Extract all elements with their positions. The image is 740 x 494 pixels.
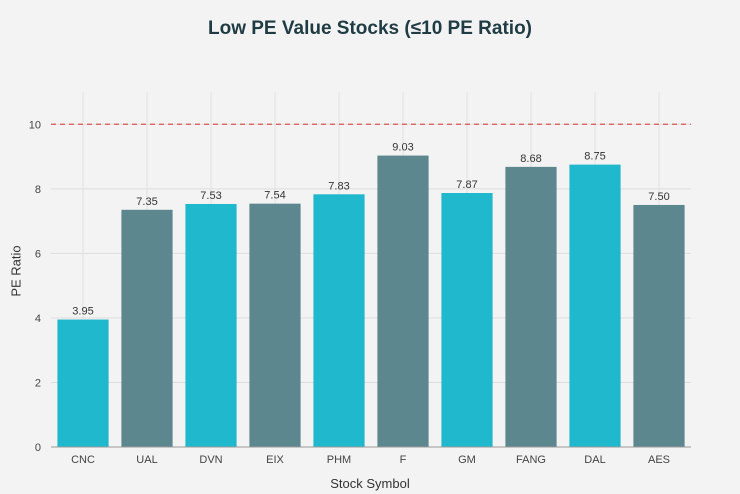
x-tick-label: GM [458,454,476,466]
x-tick-label: FANG [516,454,546,466]
bar-aes [633,204,685,447]
bar-fang [505,166,557,447]
y-tick-label: 2 [35,377,41,389]
bar-f [377,155,429,447]
y-tick-label: 10 [29,119,41,131]
bar-dvn [185,203,237,447]
data-label: 7.83 [328,180,349,192]
x-tick-label: DAL [584,454,605,466]
bar-phm [313,194,365,447]
data-label: 8.75 [584,151,605,163]
chart-title: Low PE Value Stocks (≤10 PE Ratio) [207,18,533,39]
y-tick-label: 4 [35,313,41,325]
data-label: 8.68 [520,153,541,165]
bar-eix [249,203,301,447]
data-label: 7.87 [456,179,477,191]
x-tick-label: CNC [71,454,95,466]
bar-cnc [57,319,109,447]
y-tick-label: 6 [35,248,41,260]
data-label: 3.95 [72,306,93,318]
x-axis-label: Stock Symbol [330,476,410,491]
data-label: 7.35 [136,196,157,208]
data-label: 9.03 [392,142,413,154]
x-tick-label: AES [648,454,670,466]
data-label: 7.50 [648,191,669,203]
x-tick-label: EIX [266,454,284,466]
x-tick-label: PHM [327,454,351,466]
x-tick-label: F [400,454,407,466]
bar-ual [121,209,173,447]
x-tick-label: DVN [199,454,222,466]
data-label: 7.53 [200,190,221,202]
bar-dal [569,164,621,447]
x-tick-label: UAL [136,454,157,466]
bar-gm [441,193,493,447]
y-tick-label: 0 [35,442,41,454]
data-label: 7.54 [264,190,285,202]
y-tick-label: 8 [35,184,41,196]
